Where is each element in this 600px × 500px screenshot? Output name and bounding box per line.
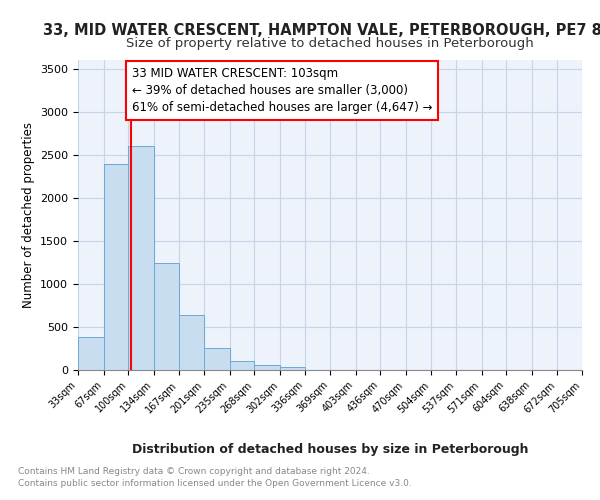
Text: Distribution of detached houses by size in Peterborough: Distribution of detached houses by size …: [132, 442, 528, 456]
Text: 33 MID WATER CRESCENT: 103sqm
← 39% of detached houses are smaller (3,000)
61% o: 33 MID WATER CRESCENT: 103sqm ← 39% of d…: [132, 67, 433, 114]
Bar: [254, 366, 280, 370]
Bar: [179, 315, 204, 370]
Bar: [154, 263, 179, 370]
Bar: [280, 366, 305, 370]
Bar: [78, 338, 104, 370]
Bar: [104, 164, 128, 370]
Bar: [128, 146, 154, 370]
Bar: [204, 348, 229, 370]
Text: Contains HM Land Registry data © Crown copyright and database right 2024.: Contains HM Land Registry data © Crown c…: [18, 468, 370, 476]
Text: 33, MID WATER CRESCENT, HAMPTON VALE, PETERBOROUGH, PE7 8JT: 33, MID WATER CRESCENT, HAMPTON VALE, PE…: [43, 22, 600, 38]
Text: Size of property relative to detached houses in Peterborough: Size of property relative to detached ho…: [126, 38, 534, 51]
Bar: [229, 360, 254, 370]
Text: Contains public sector information licensed under the Open Government Licence v3: Contains public sector information licen…: [18, 479, 412, 488]
Y-axis label: Number of detached properties: Number of detached properties: [22, 122, 35, 308]
